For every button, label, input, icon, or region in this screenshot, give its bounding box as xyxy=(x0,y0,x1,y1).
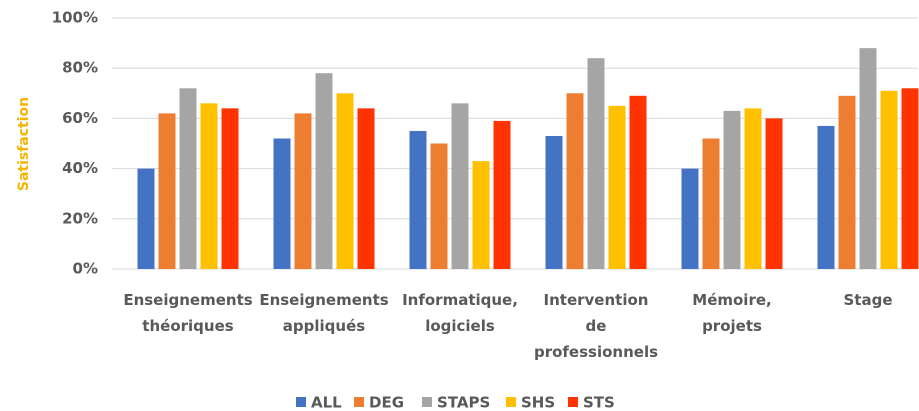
legend-label: ALL xyxy=(311,394,342,411)
bar xyxy=(493,120,511,269)
bar xyxy=(545,135,563,269)
bar xyxy=(158,113,176,269)
legend-swatch xyxy=(296,397,306,407)
bar xyxy=(315,73,333,269)
x-tick-label: Intervention de professionnels xyxy=(534,291,658,361)
legend-swatch xyxy=(506,397,516,407)
bar xyxy=(566,93,584,269)
bar xyxy=(357,108,375,269)
bar xyxy=(901,88,919,269)
bar xyxy=(744,108,762,269)
bar xyxy=(409,130,427,269)
bar xyxy=(765,118,783,270)
legend-label: STAPS xyxy=(437,394,490,411)
y-tick-label: 80% xyxy=(62,59,98,77)
bar xyxy=(587,58,605,269)
bar xyxy=(629,95,647,269)
x-tick-label: Informatique, logiciels xyxy=(402,291,518,335)
x-tick-label: Enseignements théoriques xyxy=(123,291,252,335)
bar xyxy=(179,88,197,269)
bar xyxy=(681,168,699,269)
y-tick-label: 60% xyxy=(62,109,98,127)
legend-swatch xyxy=(422,397,432,407)
bar xyxy=(430,143,448,269)
x-tick-label: Mémoire, projets xyxy=(692,291,771,335)
legend-label: STS xyxy=(583,394,615,411)
y-tick-label: 20% xyxy=(62,209,98,227)
bar xyxy=(817,125,835,270)
bar xyxy=(221,108,239,269)
y-tick-label: 100% xyxy=(52,9,98,27)
bar xyxy=(200,103,218,269)
bar xyxy=(838,95,856,269)
bar xyxy=(273,138,291,269)
x-tick-label: Stage xyxy=(843,291,892,309)
bar xyxy=(608,105,626,269)
bar xyxy=(472,161,490,269)
legend-label: SHS xyxy=(521,394,555,411)
legend-label: DEG xyxy=(369,394,404,411)
y-tick-label: 40% xyxy=(62,159,98,177)
bar xyxy=(451,103,469,269)
bar xyxy=(859,48,877,270)
y-axis-label: Satisfaction xyxy=(16,97,32,191)
bar xyxy=(137,168,155,269)
x-tick-label: Enseignements appliqués xyxy=(259,291,388,335)
y-tick-label: 0% xyxy=(73,260,98,278)
bar xyxy=(336,93,354,269)
bar xyxy=(702,138,720,269)
legend-swatch xyxy=(568,397,578,407)
bar xyxy=(723,110,741,270)
legend-swatch xyxy=(354,397,364,407)
bar xyxy=(880,90,898,269)
bar xyxy=(294,113,312,269)
